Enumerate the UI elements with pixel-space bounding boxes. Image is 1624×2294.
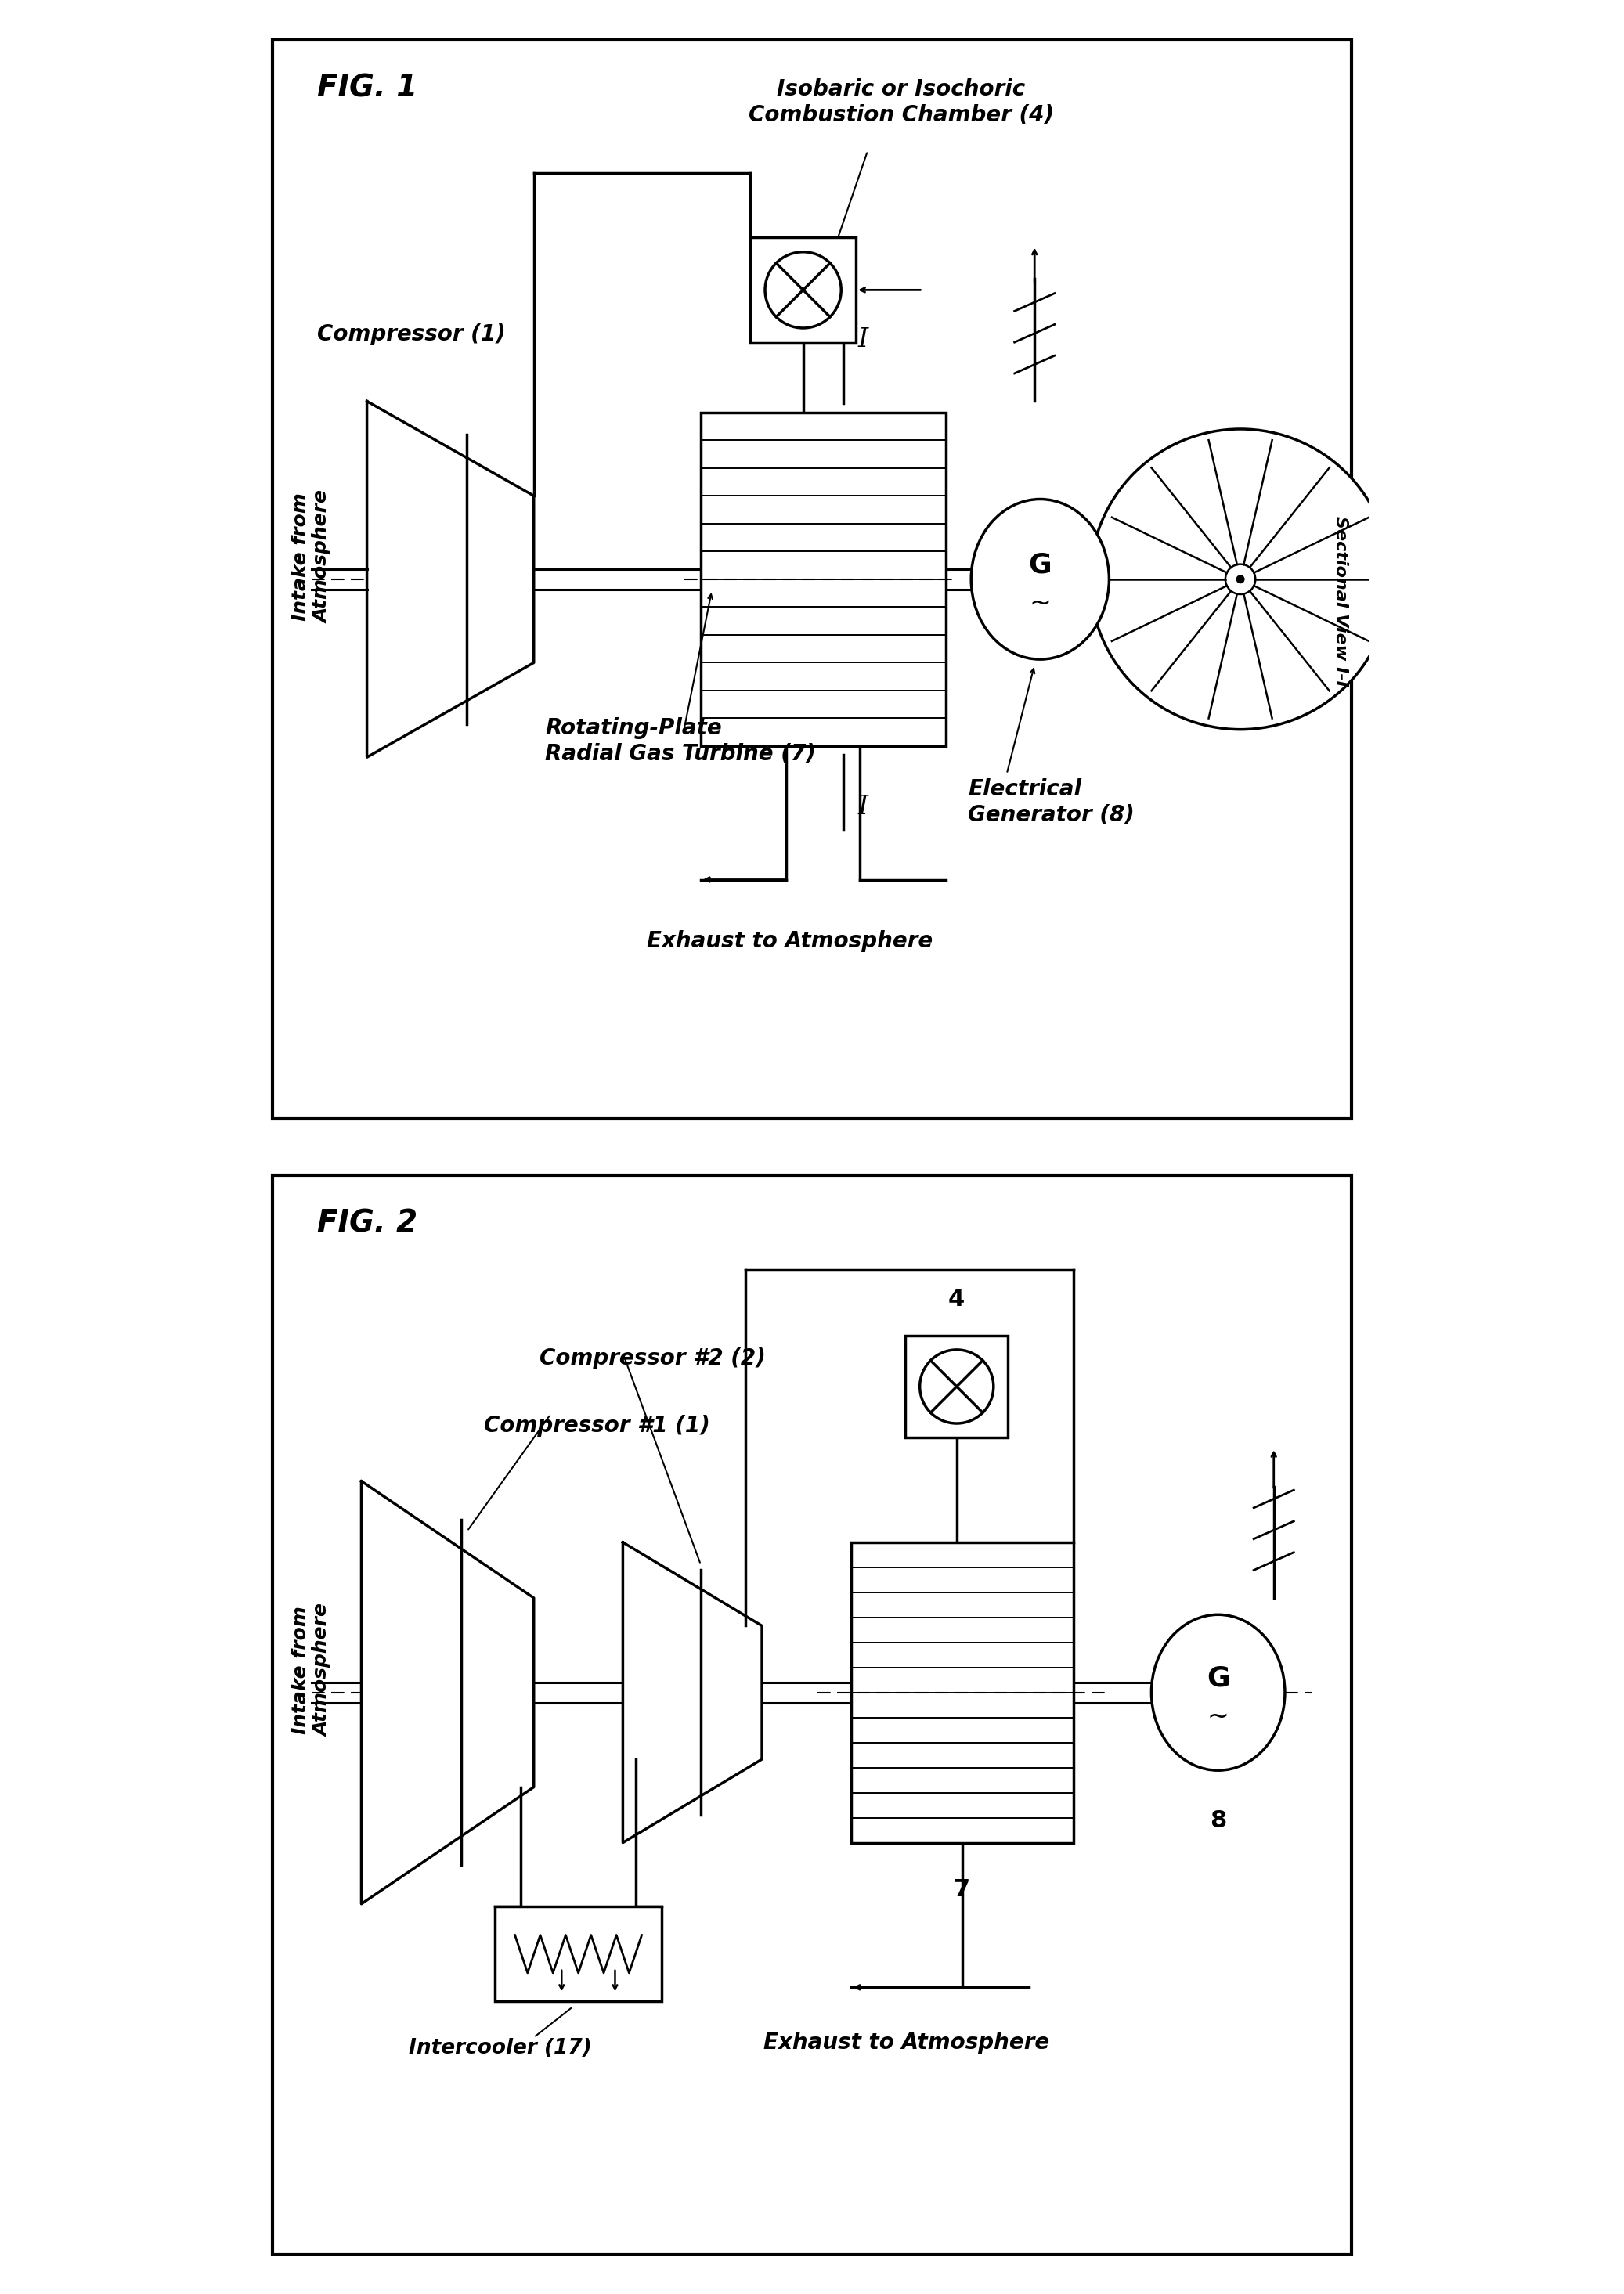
Text: Exhaust to Atmosphere: Exhaust to Atmosphere	[763, 2032, 1049, 2053]
Text: 8: 8	[1210, 1810, 1226, 1833]
Circle shape	[1236, 576, 1244, 583]
Circle shape	[1090, 429, 1390, 729]
Text: Isobaric or Isochoric
Combustion Chamber (4): Isobaric or Isochoric Combustion Chamber…	[749, 78, 1054, 126]
Text: Intercooler (17): Intercooler (17)	[409, 2039, 593, 2058]
Bar	[495, 1906, 663, 2000]
Bar	[700, 413, 945, 746]
Text: FIG. 1: FIG. 1	[317, 73, 417, 103]
Circle shape	[765, 252, 841, 328]
Text: Rotating-Plate
Radial Gas Turbine (7): Rotating-Plate Radial Gas Turbine (7)	[546, 718, 815, 764]
Circle shape	[919, 1349, 994, 1422]
Text: Intake from
Atmosphere: Intake from Atmosphere	[291, 491, 331, 624]
Text: Electrical
Generator (8): Electrical Generator (8)	[968, 778, 1135, 826]
Bar	[906, 1335, 1009, 1438]
Ellipse shape	[971, 500, 1109, 658]
Text: G: G	[1028, 551, 1052, 578]
Text: G: G	[1207, 1665, 1229, 1691]
Text: ~: ~	[1207, 1702, 1229, 1730]
Bar	[750, 236, 856, 342]
Text: Compressor #1 (1): Compressor #1 (1)	[484, 1415, 710, 1436]
Ellipse shape	[1151, 1615, 1285, 1771]
Text: 7: 7	[953, 1879, 971, 1902]
Text: Exhaust to Atmosphere: Exhaust to Atmosphere	[646, 929, 932, 952]
Text: 4: 4	[948, 1289, 965, 1310]
Text: I: I	[857, 328, 869, 353]
Circle shape	[1226, 564, 1255, 594]
Text: Compressor #2 (2): Compressor #2 (2)	[539, 1349, 765, 1370]
Text: Sectional View I-I: Sectional View I-I	[1333, 516, 1348, 686]
Text: ~: ~	[1030, 590, 1051, 617]
Text: FIG. 2: FIG. 2	[317, 1209, 417, 1239]
Bar	[851, 1542, 1073, 1842]
Text: Intake from
Atmosphere: Intake from Atmosphere	[291, 1604, 331, 1737]
Text: I: I	[857, 794, 869, 819]
Text: Compressor (1): Compressor (1)	[317, 323, 505, 346]
